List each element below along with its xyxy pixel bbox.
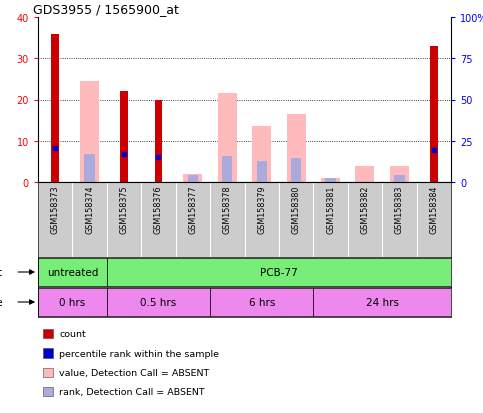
Bar [38,288,107,317]
Bar [210,288,313,317]
Bar [256,162,267,183]
Text: 0 hrs: 0 hrs [59,297,85,307]
Bar [184,174,202,183]
Text: GSM158382: GSM158382 [360,185,369,233]
Text: time: time [0,297,3,307]
Text: GSM158379: GSM158379 [257,185,266,233]
Bar [85,154,95,183]
Bar [313,288,451,317]
Bar [390,166,409,183]
Bar [326,178,336,183]
Text: agent: agent [0,267,3,277]
Text: GDS3955 / 1565900_at: GDS3955 / 1565900_at [33,3,179,16]
Bar [321,178,340,183]
Bar [120,92,128,183]
Text: GSM158384: GSM158384 [429,185,438,233]
Bar [355,166,374,183]
Text: GSM158376: GSM158376 [154,185,163,233]
Text: value, Detection Call = ABSENT: value, Detection Call = ABSENT [59,368,210,377]
Bar [107,258,451,287]
Bar [38,258,107,287]
Text: 0.5 hrs: 0.5 hrs [141,297,177,307]
Text: GSM158374: GSM158374 [85,185,94,233]
Text: count: count [59,329,86,338]
Bar [222,156,232,183]
Bar [252,127,271,183]
Text: 6 hrs: 6 hrs [249,297,275,307]
Text: GSM158380: GSM158380 [292,185,300,233]
Bar [218,94,237,183]
Bar [188,175,198,183]
Text: GSM158383: GSM158383 [395,185,404,233]
Text: rank, Detection Call = ABSENT: rank, Detection Call = ABSENT [59,387,205,396]
Bar [430,47,438,183]
Text: GSM158378: GSM158378 [223,185,232,233]
Text: percentile rank within the sample: percentile rank within the sample [59,349,219,358]
Text: GSM158373: GSM158373 [51,185,60,233]
Bar [51,34,59,183]
Bar [80,82,99,183]
Text: GSM158381: GSM158381 [326,185,335,233]
Text: 24 hrs: 24 hrs [366,297,398,307]
Text: GSM158377: GSM158377 [188,185,198,233]
Bar [107,288,210,317]
Bar [291,159,301,183]
Text: PCB-77: PCB-77 [260,267,298,277]
Bar [394,176,405,183]
Bar [286,115,306,183]
Text: GSM158375: GSM158375 [119,185,128,233]
Bar [155,100,162,183]
Text: untreated: untreated [47,267,98,277]
